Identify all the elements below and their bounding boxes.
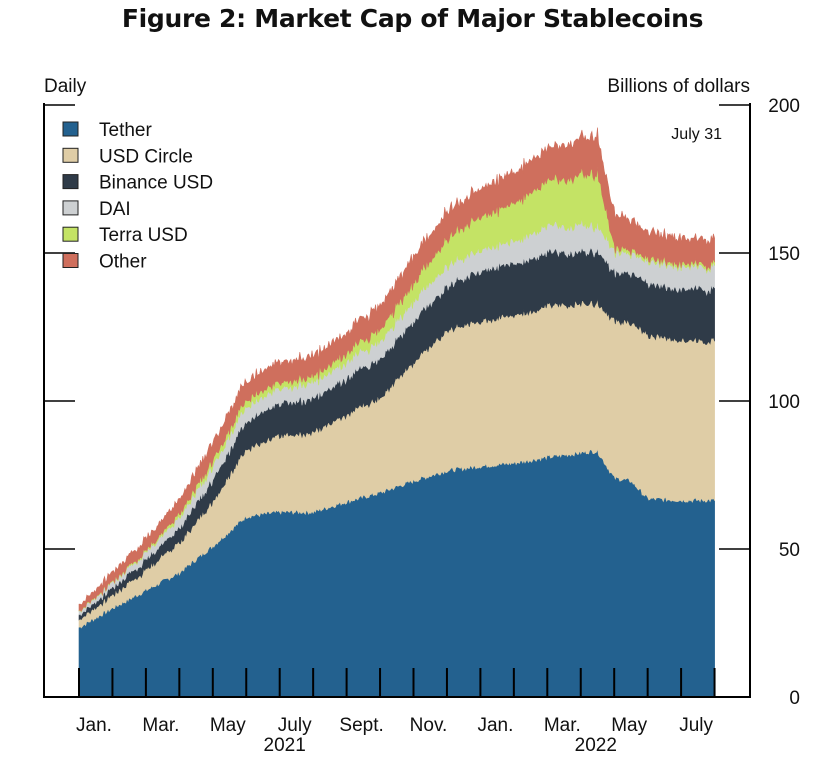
- area-layers: [78, 127, 715, 698]
- x-tick-label: May: [210, 715, 246, 736]
- chart-title: Figure 2: Market Cap of Major Stablecoin…: [121, 4, 704, 33]
- left-axis-header: Daily: [44, 76, 87, 97]
- legend-item-dai: DAI: [62, 199, 131, 220]
- legend-label: Binance USD: [99, 173, 213, 194]
- year-label: 2021: [264, 735, 306, 756]
- area-other: [78, 127, 715, 612]
- x-tick-label: Mar.: [544, 715, 581, 736]
- x-tick-label: May: [611, 715, 647, 736]
- legend-label: DAI: [99, 199, 131, 220]
- legend-label: USD Circle: [99, 146, 193, 167]
- legend-item-other: Other: [62, 252, 147, 273]
- legend-label: Tether: [99, 120, 152, 141]
- x-tick-label: Nov.: [410, 715, 448, 736]
- legend-swatch: [62, 174, 79, 190]
- y-tick-label: 100: [768, 392, 800, 413]
- year-label: 2022: [575, 735, 617, 756]
- x-tick-label: July: [679, 715, 713, 736]
- x-tick-label: July: [278, 715, 312, 736]
- legend-item-terra-usd: Terra USD: [62, 225, 188, 246]
- legend-swatch: [62, 253, 79, 268]
- y-tick-label: 50: [779, 540, 800, 561]
- legend-swatch: [62, 200, 79, 216]
- x-tick-label: Jan.: [477, 715, 513, 736]
- y-tick-label: 200: [768, 96, 800, 117]
- x-tick-label: Jan.: [76, 715, 112, 736]
- plot-frame: [43, 103, 751, 698]
- legend: Tether USD Circle Binance USD DAI Terra USD O…: [62, 120, 213, 273]
- legend-swatch: [62, 226, 79, 242]
- y-axis-label: Billions of dollars: [607, 76, 750, 97]
- x-tick-label: Mar.: [142, 715, 179, 736]
- legend-label: Other: [99, 252, 147, 273]
- legend-item-tether: Tether: [62, 120, 152, 141]
- legend-swatch: [62, 147, 79, 163]
- x-minor-ticks: [78, 668, 716, 697]
- legend-swatch: [62, 121, 79, 137]
- legend-label: Terra USD: [99, 225, 188, 246]
- y-tick-label: 150: [768, 244, 800, 265]
- legend-item-binance-usd: Binance USD: [62, 173, 213, 194]
- x-tick-label: Sept.: [339, 715, 383, 736]
- legend-item-usd-circle: USD Circle: [62, 146, 193, 167]
- y-axis-ticks: 0 50 100 150 200: [44, 96, 800, 709]
- y-tick-label: 0: [789, 688, 800, 709]
- x-axis-labels: Jan. Mar. May July Sept. Nov. Jan. Mar. May July2…: [76, 715, 713, 756]
- date-annotation: July 31: [671, 126, 722, 143]
